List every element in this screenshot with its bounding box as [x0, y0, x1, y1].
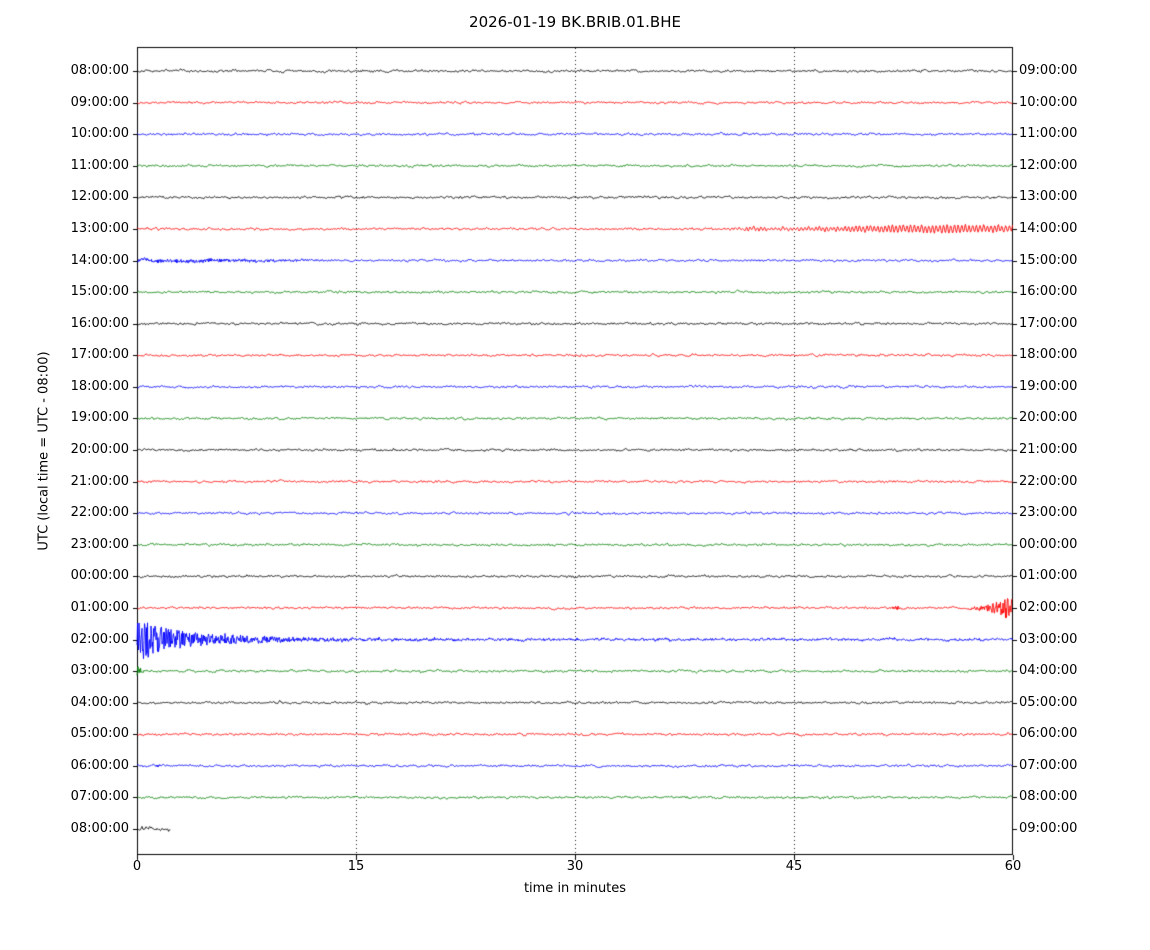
x-tick-label: 45: [785, 859, 803, 874]
left-time-label: 11:00:00: [70, 157, 129, 173]
right-time-label: 07:00:00: [1019, 757, 1078, 773]
right-time-label: 18:00:00: [1019, 347, 1078, 363]
left-time-label: 15:00:00: [70, 284, 129, 300]
right-time-label: 06:00:00: [1019, 726, 1078, 742]
left-time-label: 23:00:00: [70, 536, 129, 552]
right-time-label: 04:00:00: [1019, 663, 1078, 679]
right-time-label: 13:00:00: [1019, 189, 1078, 205]
right-time-label: 05:00:00: [1019, 694, 1078, 710]
left-time-label: 12:00:00: [70, 189, 129, 205]
right-time-label: 16:00:00: [1019, 284, 1078, 300]
left-time-label: 19:00:00: [70, 410, 129, 426]
right-time-label: 08:00:00: [1019, 789, 1078, 805]
left-time-label: 18:00:00: [70, 378, 129, 394]
x-axis-label: time in minutes: [523, 881, 627, 896]
left-time-label: 14:00:00: [70, 252, 129, 268]
left-time-label: 02:00:00: [70, 631, 129, 647]
right-time-label: 09:00:00: [1019, 821, 1078, 836]
right-time-label: 15:00:00: [1019, 252, 1078, 268]
left-time-label: 10:00:00: [70, 126, 129, 142]
left-time-label: 01:00:00: [70, 599, 129, 615]
right-time-label: 20:00:00: [1019, 410, 1078, 426]
left-time-label: 17:00:00: [70, 347, 129, 363]
left-time-label: 08:00:00: [70, 821, 129, 836]
left-time-label: 05:00:00: [70, 726, 129, 742]
left-time-label: 03:00:00: [70, 663, 129, 679]
right-time-label: 09:00:00: [1019, 63, 1078, 78]
x-tick-label: 15: [347, 859, 365, 874]
right-time-label: 21:00:00: [1019, 442, 1078, 457]
right-time-label: 02:00:00: [1019, 599, 1078, 615]
x-tick-label: 60: [1004, 859, 1022, 874]
left-time-label: 09:00:00: [70, 94, 129, 110]
right-time-label: 00:00:00: [1019, 536, 1078, 552]
left-time-label: 07:00:00: [70, 789, 129, 805]
left-time-label: 00:00:00: [70, 568, 129, 584]
right-time-label: 22:00:00: [1019, 473, 1078, 489]
right-time-label: 17:00:00: [1019, 315, 1078, 331]
left-time-label: 21:00:00: [70, 473, 129, 489]
right-time-label: 10:00:00: [1019, 94, 1078, 110]
left-time-label: 04:00:00: [70, 694, 129, 710]
left-time-label: 16:00:00: [70, 315, 129, 331]
left-time-label: 13:00:00: [70, 220, 129, 236]
right-time-label: 12:00:00: [1019, 157, 1078, 173]
left-time-label: 06:00:00: [70, 757, 129, 773]
x-tick-label: 30: [566, 859, 584, 874]
right-time-label: 03:00:00: [1019, 631, 1078, 647]
right-time-label: 11:00:00: [1019, 126, 1078, 142]
left-time-label: 20:00:00: [70, 442, 129, 457]
right-time-label: 14:00:00: [1019, 220, 1078, 236]
left-time-label: 22:00:00: [70, 505, 129, 521]
right-time-label: 23:00:00: [1019, 505, 1078, 521]
right-time-label: 01:00:00: [1019, 568, 1078, 584]
x-tick-label: 0: [132, 859, 142, 874]
left-time-label: 08:00:00: [70, 63, 129, 78]
right-time-label: 19:00:00: [1019, 378, 1078, 394]
